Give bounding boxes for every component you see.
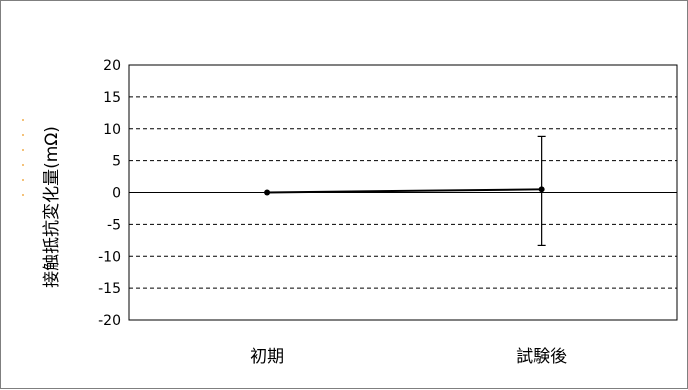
y-tick-label: 0 bbox=[112, 186, 121, 202]
series-line bbox=[267, 188, 542, 194]
y-tick-label: 20 bbox=[103, 58, 121, 74]
y-tick-label: -10 bbox=[98, 249, 121, 265]
decorative-dots bbox=[22, 119, 24, 196]
y-tick-label: -20 bbox=[98, 313, 121, 329]
series bbox=[264, 135, 546, 247]
y-axis-label: 接触抵抗変化量(mΩ) bbox=[42, 126, 62, 288]
y-tick-label: 15 bbox=[103, 90, 121, 106]
y-tick-label: -15 bbox=[98, 281, 121, 297]
plot-area bbox=[128, 64, 678, 321]
data-point bbox=[538, 186, 545, 193]
x-category-label: 試験後 bbox=[516, 347, 567, 367]
y-axis: 20 15 10 5 0 -5 -10 -15 -20 bbox=[98, 58, 121, 329]
x-axis: 初期 試験後 bbox=[250, 347, 567, 367]
x-category-label: 初期 bbox=[250, 347, 284, 367]
gridlines bbox=[129, 96, 677, 289]
y-tick-label: 10 bbox=[103, 122, 121, 138]
y-tick-label: -5 bbox=[107, 217, 121, 233]
data-point bbox=[264, 189, 271, 196]
y-tick-label: 5 bbox=[112, 154, 121, 170]
